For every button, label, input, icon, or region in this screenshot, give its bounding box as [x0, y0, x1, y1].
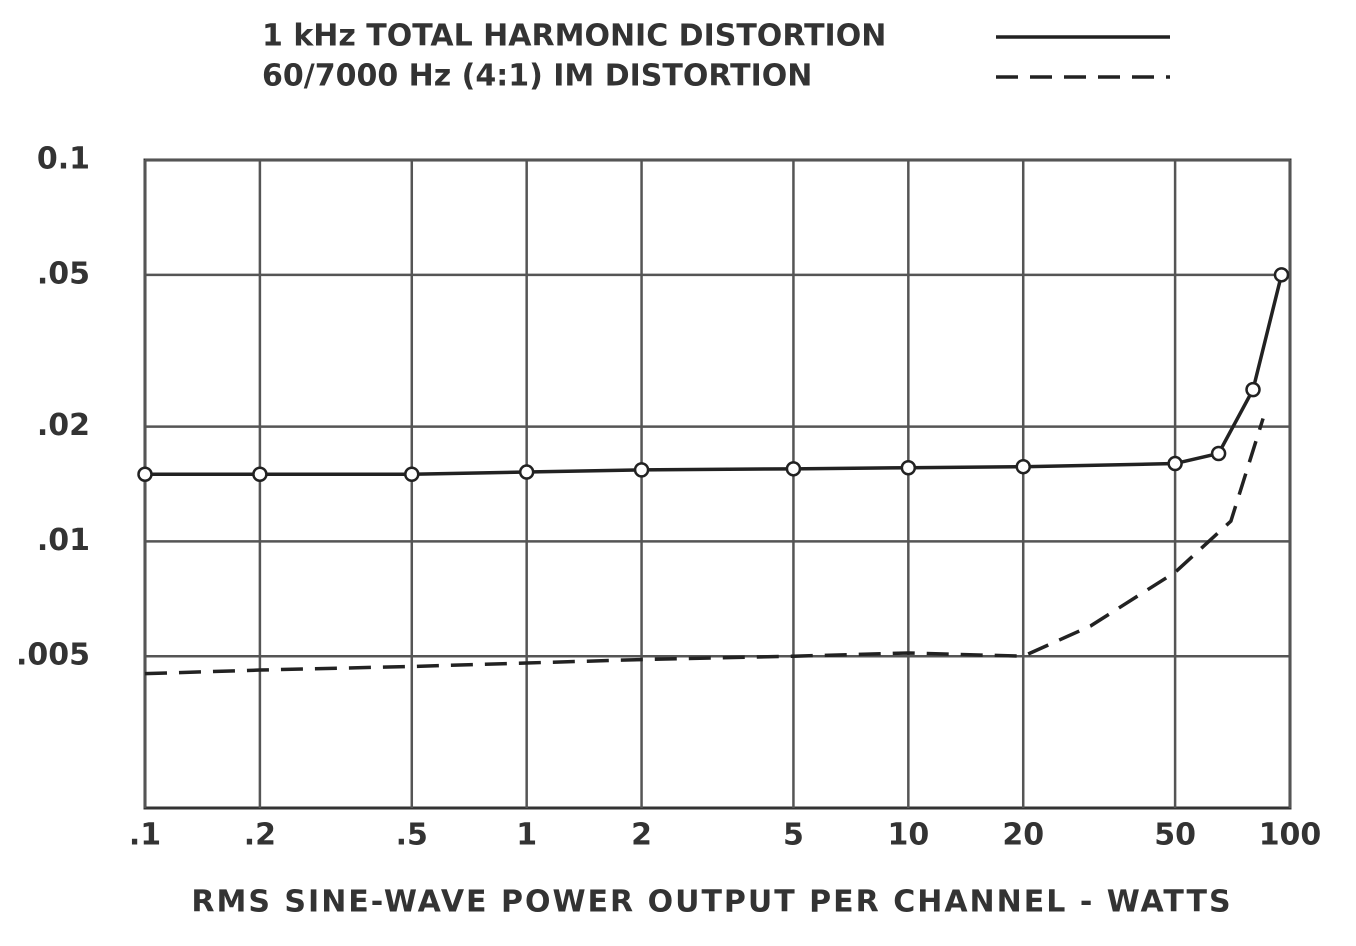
data-point: [1245, 381, 1261, 398]
x-tick-label: 5: [783, 818, 804, 853]
x-tick-label: 10: [887, 818, 929, 853]
data-point: [518, 464, 535, 480]
data-point: [137, 466, 153, 482]
data-point: [1273, 267, 1290, 283]
x-tick-label: .2: [244, 818, 276, 853]
data-point: [1167, 455, 1183, 472]
x-tick-label: .5: [396, 818, 428, 853]
x-tick-label: 1: [516, 818, 537, 853]
x-tick-label: 20: [1002, 818, 1044, 853]
data-line: [144, 417, 1265, 676]
data-line: [145, 274, 1284, 476]
plot-frame: [143, 158, 1292, 810]
data-point: [404, 466, 420, 482]
data-point: [900, 459, 917, 476]
x-tick-label: 50: [1154, 818, 1196, 853]
legend-label: 1 kHz TOTAL HARMONIC DISTORTION: [262, 19, 886, 54]
data-point: [1210, 445, 1227, 462]
y-tick-label: .05: [37, 256, 90, 291]
x-tick-label: .1: [129, 818, 161, 853]
x-axis-label: RMS SINE-WAVE POWER OUTPUT PER CHANNEL -…: [191, 885, 1232, 920]
x-tick-label: 2: [631, 818, 652, 853]
y-tick-label: .005: [16, 638, 90, 673]
y-tick-label: .02: [37, 408, 90, 443]
y-tick-label: 0.1: [37, 142, 90, 177]
x-tick-label: 100: [1259, 818, 1322, 853]
data-point: [785, 461, 802, 477]
data-point: [633, 462, 650, 478]
y-tick-label: .01: [37, 523, 90, 558]
data-point: [1015, 458, 1031, 475]
legend-label: 60/7000 Hz (4:1) IM DISTORTION: [262, 59, 812, 94]
data-point: [252, 466, 268, 482]
